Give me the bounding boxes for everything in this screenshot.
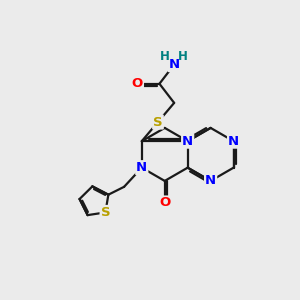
Text: O: O [159, 196, 170, 209]
Text: H: H [160, 50, 170, 63]
Text: H: H [178, 50, 187, 63]
Text: N: N [169, 58, 180, 71]
Text: N: N [228, 135, 239, 148]
Text: N: N [182, 135, 193, 148]
Text: N: N [136, 161, 147, 174]
Text: S: S [153, 116, 163, 128]
Text: S: S [100, 206, 110, 219]
Text: N: N [205, 174, 216, 188]
Text: O: O [132, 77, 143, 90]
